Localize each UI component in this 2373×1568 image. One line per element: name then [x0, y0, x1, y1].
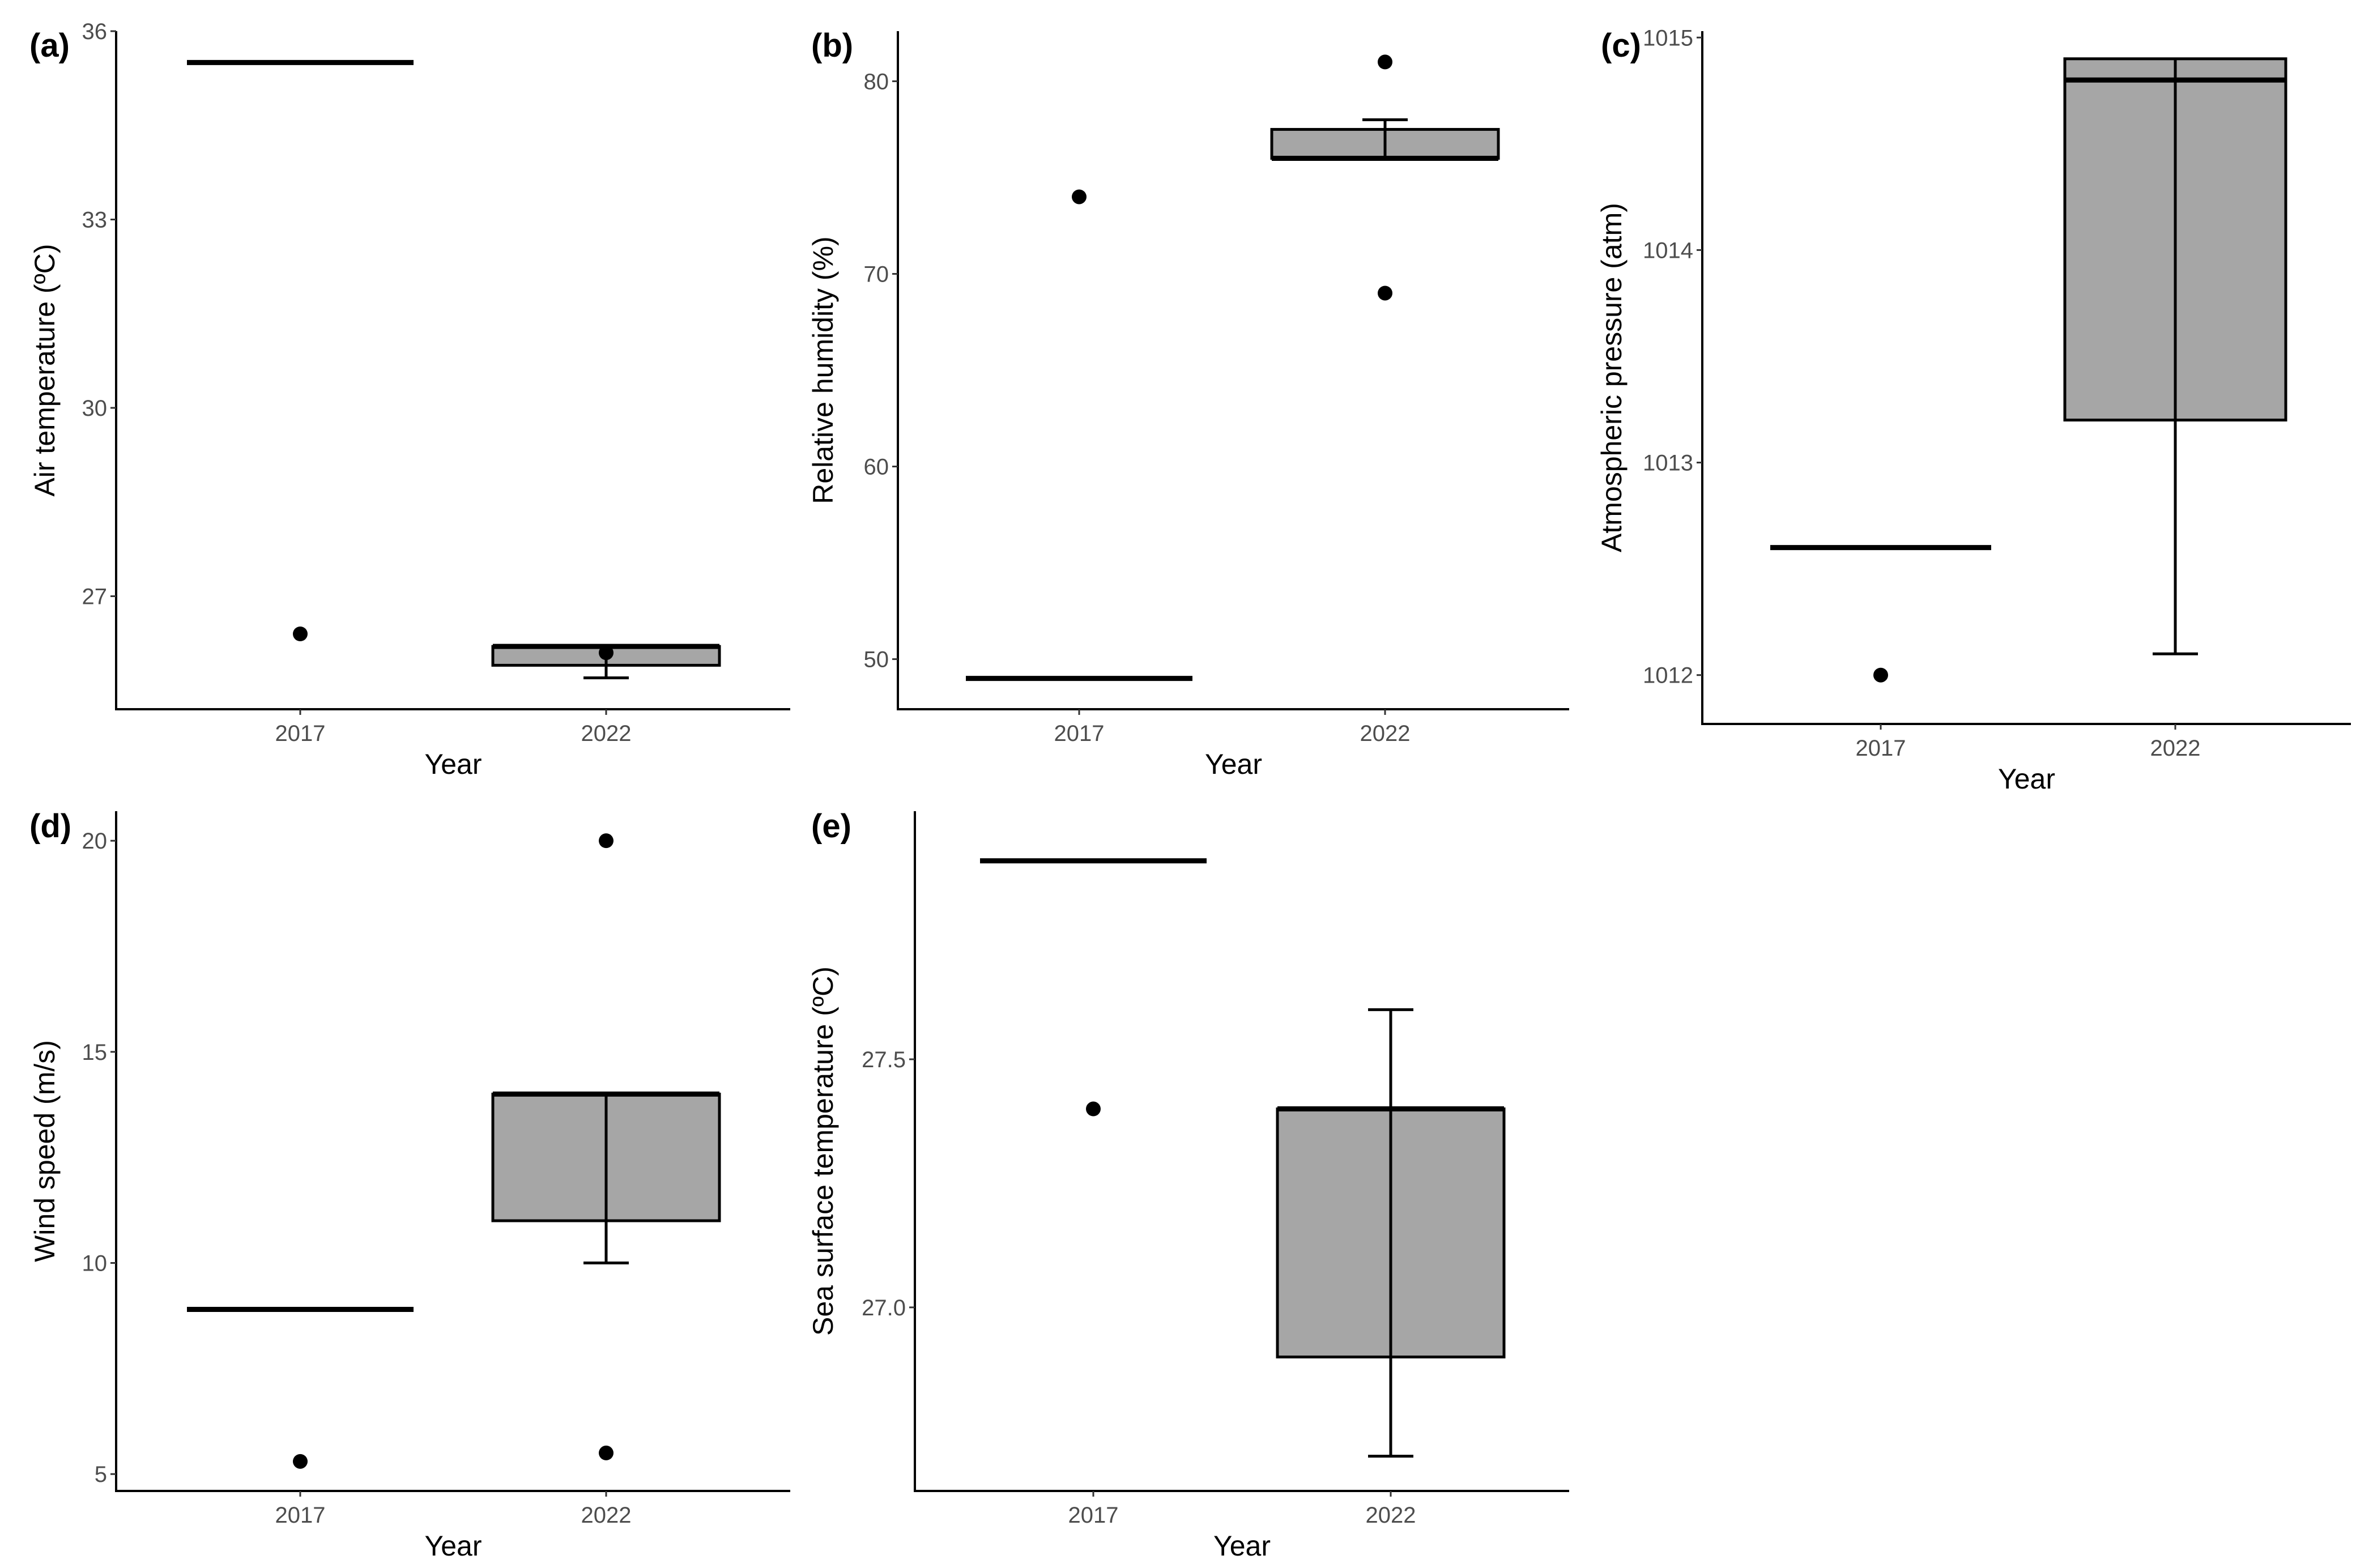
outlier-point: [1378, 54, 1392, 70]
y-tick-label: 1013: [1643, 451, 1693, 476]
outlier-point: [1086, 1101, 1101, 1117]
box-2022: [1276, 1008, 1506, 1458]
y-axis-title: Sea surface temperature (ºC): [807, 966, 839, 1336]
y-tick-label: 70: [864, 262, 889, 287]
y-tick-label: 1015: [1643, 25, 1693, 50]
y-axis-title: Wind speed (m/s): [29, 1040, 61, 1262]
x-axis-title: Year: [424, 1530, 482, 1562]
box-2017: [966, 189, 1192, 681]
panel-label: (a): [29, 27, 70, 64]
x-axis-title: Year: [1998, 763, 2055, 795]
y-tick-label: 27: [82, 585, 108, 610]
outlier-point: [1873, 667, 1888, 683]
y-tick-label: 1014: [1643, 238, 1693, 263]
y-tick-label: 27.5: [862, 1047, 906, 1072]
x-tick-label: 2017: [275, 1503, 326, 1528]
panel-b: (b) 50 60 70 80 2017 2022 Year Relative humidity…: [807, 27, 1569, 780]
x-tick-label: 2017: [275, 721, 326, 746]
panel-label: (d): [29, 808, 71, 845]
x-axis-title: Year: [1213, 1530, 1271, 1562]
box-2022: [491, 833, 721, 1460]
outlier-point: [599, 1445, 614, 1460]
y-tick-label: 15: [82, 1040, 108, 1065]
x-tick-label: 2022: [1366, 1503, 1416, 1528]
y-tick-label: 5: [95, 1462, 107, 1487]
y-tick-label: 50: [864, 647, 889, 672]
panel-c: (c) 1012 1013 1014 1015 2017 2022 Year Atmospher…: [1596, 25, 2351, 795]
panel-e: (e) 27.0 27.5 2017 2022 Year Sea surface tempe…: [807, 808, 1569, 1562]
y-tick-label: 27.0: [862, 1296, 906, 1320]
x-tick-label: 2017: [1054, 721, 1105, 746]
outlier-point: [293, 1454, 308, 1469]
panel-label: (b): [811, 27, 853, 64]
x-tick-label: 2022: [2150, 736, 2201, 761]
y-axis-title: Air temperature (ºC): [29, 244, 61, 496]
box-2022: [491, 644, 721, 680]
y-tick-label: 80: [864, 69, 889, 94]
panel-d: (d) 5 10 15 20 2017 2022 Year Wind speed (m/s): [29, 808, 790, 1562]
x-tick-label: 2017: [1856, 736, 1906, 761]
box-2017: [187, 1307, 414, 1469]
y-tick-label: 1012: [1643, 663, 1693, 688]
x-tick-label: 2022: [581, 721, 632, 746]
box-2022: [2063, 57, 2287, 655]
x-tick-label: 2017: [1068, 1503, 1119, 1528]
box-2022: [1270, 54, 1500, 301]
y-tick-label: 36: [82, 19, 108, 44]
outlier-point: [293, 627, 308, 641]
outlier-point: [1378, 286, 1392, 301]
y-axis-title: Atmospheric pressure (atm): [1596, 203, 1628, 552]
outlier-point: [1072, 189, 1087, 204]
x-tick-label: 2022: [581, 1503, 632, 1528]
panel-label: (c): [1601, 27, 1641, 64]
y-tick-label: 10: [82, 1251, 108, 1276]
y-tick-label: 33: [82, 208, 108, 233]
x-axis-title: Year: [1205, 748, 1262, 780]
box-2017: [1770, 545, 1991, 683]
panel-label: (e): [811, 808, 851, 845]
y-axis-title: Relative humidity (%): [807, 236, 839, 504]
x-tick-label: 2022: [1360, 721, 1411, 746]
outlier-point: [599, 645, 614, 661]
box-2017: [187, 59, 414, 641]
y-tick-label: 20: [82, 829, 108, 854]
y-tick-label: 60: [864, 455, 889, 480]
box-2017: [980, 858, 1207, 1117]
outlier-point: [599, 833, 614, 849]
y-tick-label: 30: [82, 396, 108, 421]
x-axis-title: Year: [424, 748, 482, 780]
panel-a: (a) 27 30 33 36 2017 2022 Year Air temperature (…: [29, 19, 790, 780]
